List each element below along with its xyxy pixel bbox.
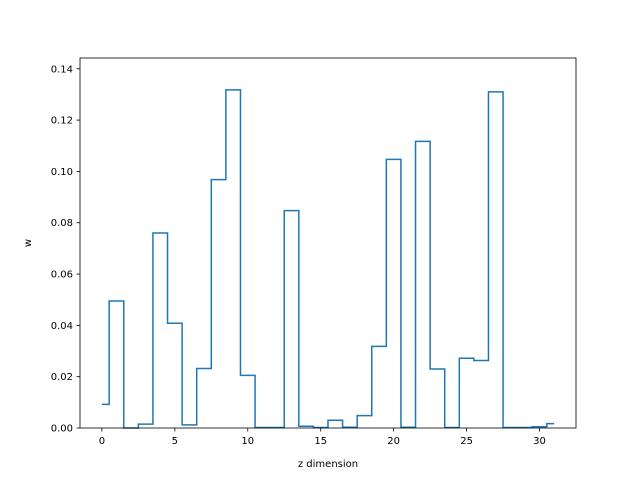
y-tick-label: 0.02 [51, 372, 73, 383]
y-tick-label: 0.10 [51, 167, 73, 178]
x-tick-label: 20 [387, 436, 400, 447]
y-tick-label: 0.14 [51, 64, 73, 75]
y-tick-label: 0.12 [51, 116, 73, 127]
x-axis-label: z dimension [298, 459, 358, 470]
plot-frame [79, 57, 577, 429]
y-tick-label: 0.04 [51, 321, 73, 332]
y-axis-label: w [23, 239, 34, 247]
x-tick-label: 30 [533, 436, 546, 447]
y-tick-label: 0.00 [51, 424, 73, 435]
y-axis-ticks: 0.00 0.02 0.04 0.06 0.08 0.10 0.12 0.14 [51, 64, 80, 435]
x-tick-label: 5 [172, 436, 178, 447]
y-tick-label: 0.08 [51, 218, 73, 229]
x-tick-label: 15 [314, 436, 327, 447]
x-axis-ticks: 0 5 10 15 20 25 30 [99, 428, 546, 447]
x-tick-label: 25 [460, 436, 473, 447]
x-tick-label: 10 [241, 436, 254, 447]
y-tick-label: 0.06 [51, 270, 73, 281]
series-line [101, 89, 555, 429]
x-tick-label: 0 [99, 436, 105, 447]
plot-background [80, 58, 576, 428]
